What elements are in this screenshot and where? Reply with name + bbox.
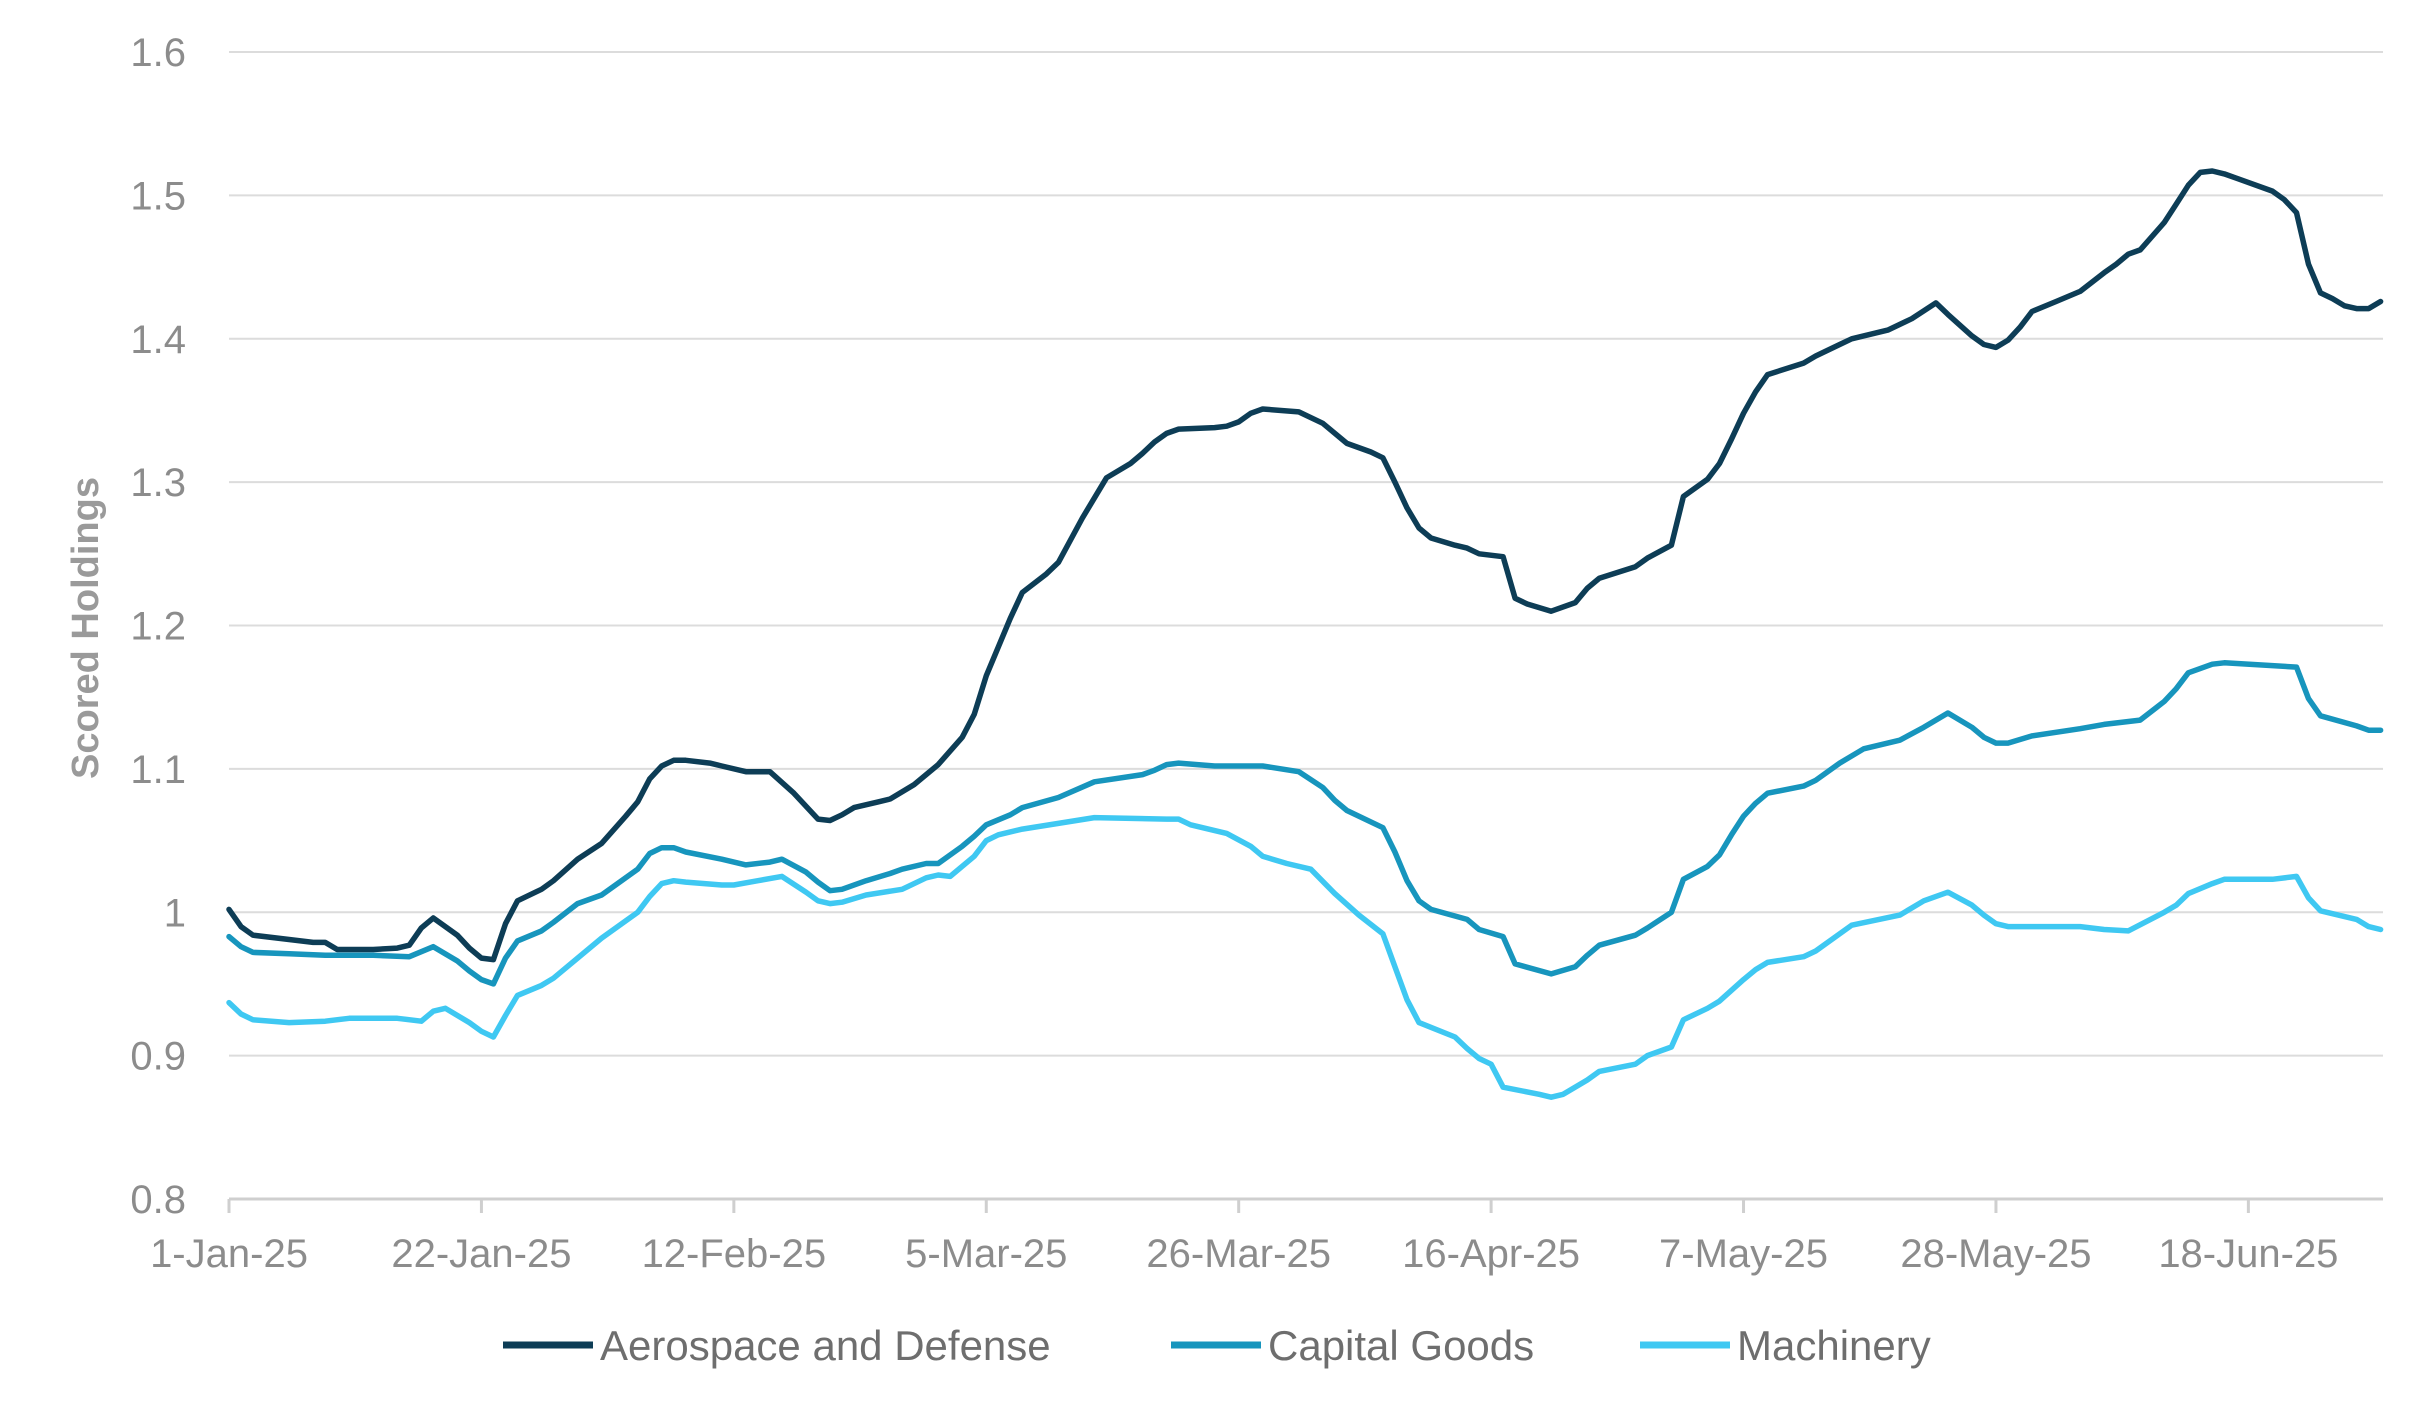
y-tick-label: 1.6 <box>130 31 186 75</box>
x-tick-label: 5-Mar-25 <box>905 1232 1067 1276</box>
y-tick-label: 0.8 <box>130 1178 186 1222</box>
x-tick-label: 12-Feb-25 <box>642 1232 827 1276</box>
x-axis: 1-Jan-25 22-Jan-25 12-Feb-25 5-Mar-25 26-Mar… <box>150 1197 2383 1276</box>
x-tick-label: 22-Jan-25 <box>391 1232 571 1276</box>
series-line-capital-goods <box>226 660 2384 987</box>
series-line-machinery <box>226 814 2384 1100</box>
series-layer <box>226 168 2384 1100</box>
legend-label: Aerospace and Defense <box>600 1322 1051 1369</box>
y-axis-title: Scored Holdings <box>65 477 107 779</box>
y-tick-label: 0.9 <box>130 1035 186 1079</box>
legend-label: Capital Goods <box>1268 1322 1534 1369</box>
x-tick-label: 16-Apr-25 <box>1402 1232 1580 1276</box>
legend-item: Capital Goods <box>1171 1322 1534 1369</box>
legend: Aerospace and Defense Capital Goods Machin… <box>503 1322 1931 1369</box>
x-tick-label: 18-Jun-25 <box>2158 1232 2338 1276</box>
legend-label: Machinery <box>1737 1322 1931 1369</box>
y-tick-label: 1.2 <box>130 605 186 649</box>
y-tick-label: 1.1 <box>130 748 186 792</box>
y-tick-label: 1.3 <box>130 461 186 505</box>
x-tick-label: 7-May-25 <box>1659 1232 1828 1276</box>
series-line-aerospace-and-defense <box>226 168 2384 963</box>
legend-item: Aerospace and Defense <box>503 1322 1051 1369</box>
x-tick-label: 28-May-25 <box>1900 1232 2091 1276</box>
y-axis: 0.8 0.9 1 1.1 1.2 1.3 1.4 1.5 1.6 <box>130 31 186 1222</box>
legend-item: Machinery <box>1640 1322 1931 1369</box>
y-tick-label: 1 <box>164 891 186 935</box>
x-tick-label: 26-Mar-25 <box>1146 1232 1331 1276</box>
y-tick-label: 1.4 <box>130 318 186 362</box>
grid-layer <box>229 51 2383 1057</box>
x-tick-label: 1-Jan-25 <box>150 1232 308 1276</box>
y-tick-label: 1.5 <box>130 174 186 218</box>
